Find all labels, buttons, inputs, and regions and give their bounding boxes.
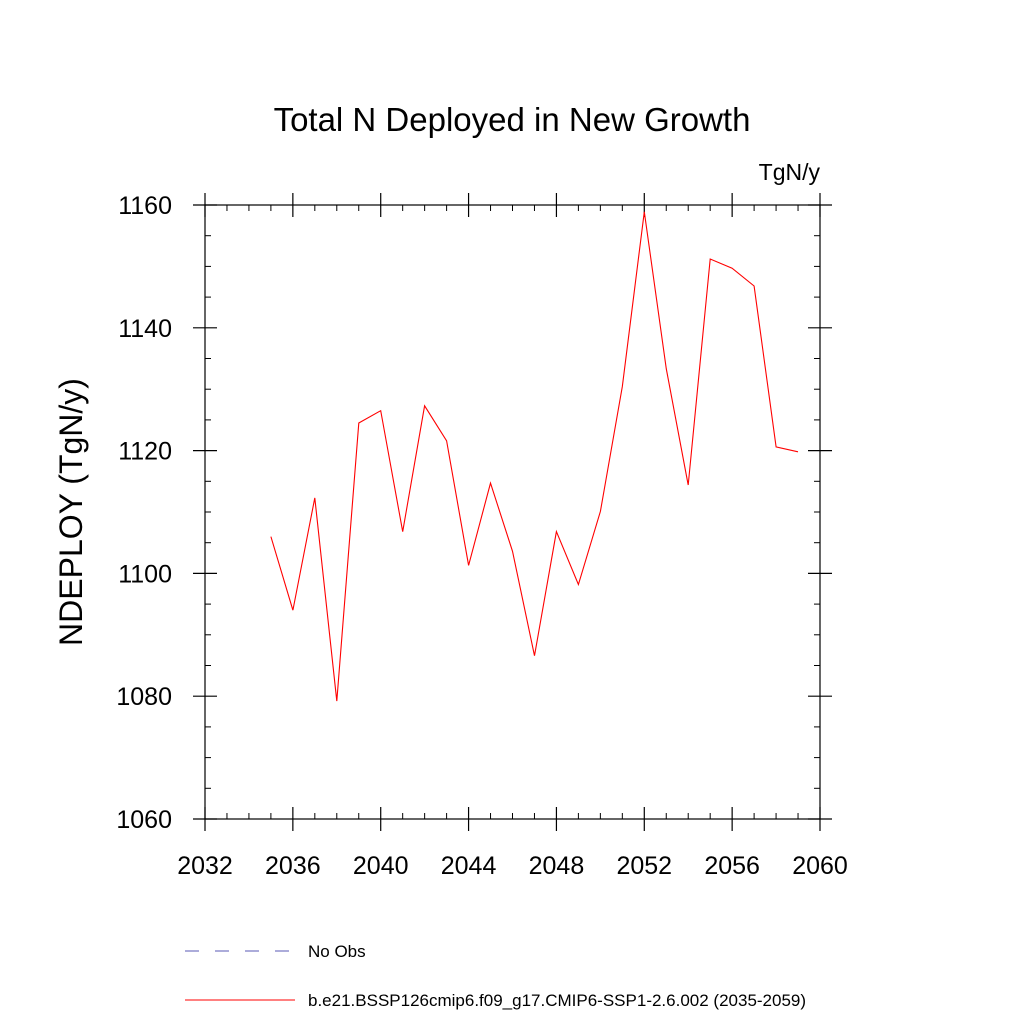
- y-tick-labels: 1060 1080 1100 1120 1140 1160: [116, 192, 172, 834]
- y-tick-label: 1140: [118, 315, 172, 343]
- series-line-0: [270, 211, 799, 702]
- x-tick-label: 2052: [616, 852, 672, 880]
- plot-frame: [204, 204, 821, 820]
- legend-label: b.e21.BSSP126cmip6.f09_g17.CMIP6-SSP1-2.…: [308, 991, 806, 1010]
- units-label: TgN/y: [759, 159, 821, 185]
- x-tick-label: 2032: [177, 852, 233, 880]
- x-tick-label: 2040: [353, 852, 409, 880]
- y-tick-label: 1120: [118, 438, 172, 466]
- legend-label: No Obs: [308, 942, 366, 961]
- y-tick-label: 1060: [116, 806, 172, 834]
- x-tick-label: 2036: [265, 852, 321, 880]
- major-ticks: [193, 193, 832, 831]
- x-tick-label: 2060: [792, 852, 848, 880]
- y-axis-label: NDEPLOY (TgN/y): [53, 378, 89, 646]
- y-tick-label: 1160: [118, 192, 172, 220]
- x-tick-labels: 2032 2036 2040 2044 2048 2052 2056 2060: [177, 852, 848, 880]
- chart-title: Total N Deployed in New Growth: [274, 101, 751, 138]
- minor-ticks: [205, 205, 820, 819]
- legend: No Obs b.e21.BSSP126cmip6.f09_g17.CMIP6-S…: [185, 942, 806, 1010]
- y-tick-label: 1080: [116, 683, 172, 711]
- x-tick-label: 2048: [529, 852, 585, 880]
- series-layer: [270, 211, 799, 702]
- x-tick-label: 2056: [704, 852, 760, 880]
- y-tick-label: 1100: [118, 560, 172, 588]
- x-tick-label: 2044: [441, 852, 497, 880]
